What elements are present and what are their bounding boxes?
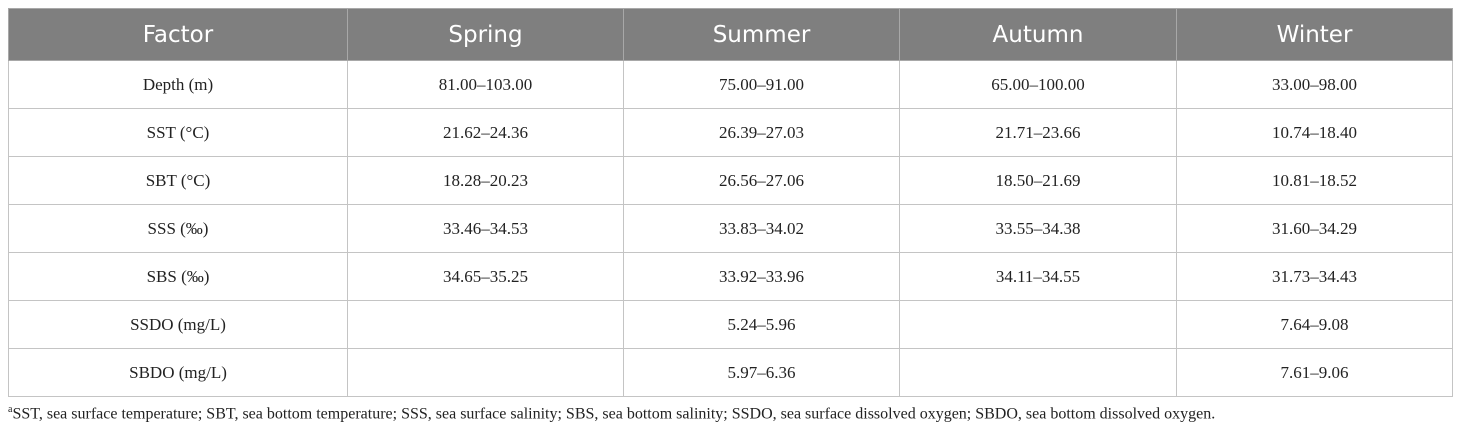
- empty-cell: [899, 300, 1177, 349]
- empty-cell: [899, 348, 1177, 397]
- cell: 26.39–27.03: [623, 108, 900, 157]
- cell: 65.00–100.00: [899, 60, 1177, 109]
- empty-cell: [347, 300, 624, 349]
- cell: 31.73–34.43: [1176, 252, 1453, 301]
- table-row: SSS (‰) 33.46–34.53 33.83–34.02 33.55–34.38…: [8, 204, 1453, 253]
- header-cell: Factor: [8, 8, 348, 61]
- header-cell: Autumn: [899, 8, 1177, 61]
- table-row: SBS (‰) 34.65–35.25 33.92–33.96 34.11–34.55…: [8, 252, 1453, 301]
- header-row: Factor Spring Summer Autumn Winter: [8, 8, 1453, 61]
- cell: 5.24–5.96: [623, 300, 900, 349]
- table-row: SST (°C) 21.62–24.36 26.39–27.03 21.71–23.6…: [8, 108, 1453, 157]
- cell: 5.97–6.36: [623, 348, 900, 397]
- cell: 75.00–91.00: [623, 60, 900, 109]
- cell: 26.56–27.06: [623, 156, 900, 205]
- cell: 7.61–9.06: [1176, 348, 1453, 397]
- data-table: Factor Spring Summer Autumn Winter Depth (m)…: [8, 8, 1453, 397]
- cell: 31.60–34.29: [1176, 204, 1453, 253]
- header-cell: Spring: [347, 8, 624, 61]
- cell: 33.46–34.53: [347, 204, 624, 253]
- cell: 21.62–24.36: [347, 108, 624, 157]
- table-row: SBT (°C) 18.28–20.23 26.56–27.06 18.50–21.6…: [8, 156, 1453, 205]
- cell: 34.11–34.55: [899, 252, 1177, 301]
- row-label: SBT (°C): [8, 156, 348, 205]
- cell: 18.28–20.23: [347, 156, 624, 205]
- footnote-text: SST, sea surface temperature; SBT, sea b…: [12, 405, 1216, 423]
- cell: 81.00–103.00: [347, 60, 624, 109]
- cell: 33.00–98.00: [1176, 60, 1453, 109]
- table-row: Depth (m) 81.00–103.00 75.00–91.00 65.00–10…: [8, 60, 1453, 109]
- row-label: SBS (‰): [8, 252, 348, 301]
- cell: 21.71–23.66: [899, 108, 1177, 157]
- row-label: SSDO (mg/L): [8, 300, 348, 349]
- table-row: SBDO (mg/L) 5.97–6.36 7.61–9.06: [8, 348, 1453, 397]
- row-label: SSS (‰): [8, 204, 348, 253]
- header-cell: Winter: [1176, 8, 1453, 61]
- cell: 7.64–9.08: [1176, 300, 1453, 349]
- empty-cell: [347, 348, 624, 397]
- cell: 33.55–34.38: [899, 204, 1177, 253]
- row-label: SST (°C): [8, 108, 348, 157]
- footnote: aSST, sea surface temperature; SBT, sea …: [8, 404, 1215, 423]
- row-label: SBDO (mg/L): [8, 348, 348, 397]
- row-label: Depth (m): [8, 60, 348, 109]
- cell: 18.50–21.69: [899, 156, 1177, 205]
- header-cell: Summer: [623, 8, 900, 61]
- cell: 34.65–35.25: [347, 252, 624, 301]
- cell: 10.81–18.52: [1176, 156, 1453, 205]
- cell: 10.74–18.40: [1176, 108, 1453, 157]
- cell: 33.92–33.96: [623, 252, 900, 301]
- table-body: Depth (m) 81.00–103.00 75.00–91.00 65.00–10…: [8, 60, 1453, 397]
- table-row: SSDO (mg/L) 5.24–5.96 7.64–9.08: [8, 300, 1453, 349]
- footnote-marker: a: [8, 404, 13, 415]
- table-container: Factor Spring Summer Autumn Winter Depth (m)…: [8, 8, 1453, 397]
- cell: 33.83–34.02: [623, 204, 900, 253]
